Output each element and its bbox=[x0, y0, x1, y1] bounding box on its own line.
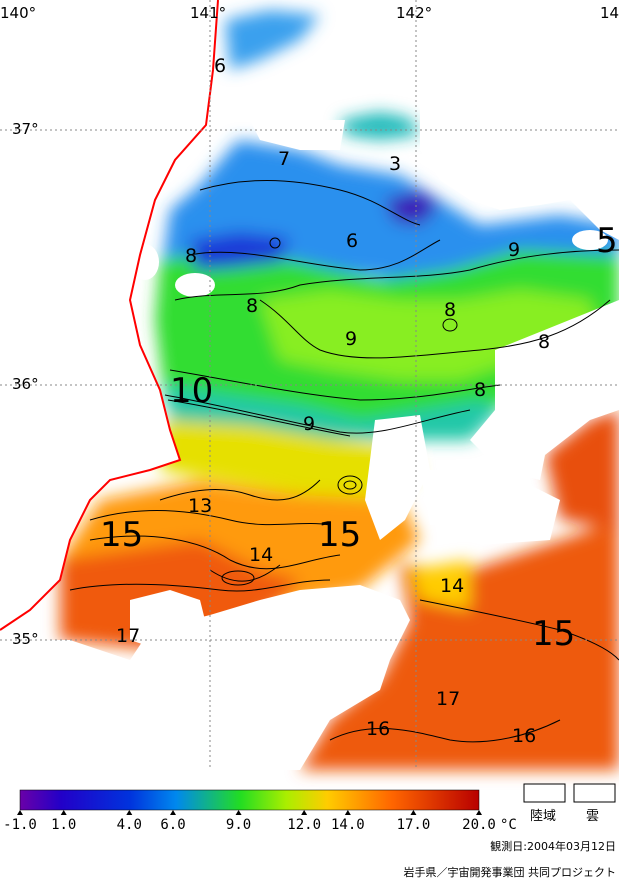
sst-red-east bbox=[300, 520, 619, 770]
lon-label-142: 142° bbox=[396, 4, 432, 22]
lon-label-141: 141° bbox=[190, 4, 226, 22]
iso-label-large: 10 bbox=[170, 371, 213, 411]
land-legend-label: 陸域 bbox=[530, 808, 556, 824]
iso-label: 17 bbox=[116, 625, 140, 647]
graticule-labels: 140° 141° 142° 14 37° 36° 35° bbox=[0, 4, 619, 648]
iso-label: 13 bbox=[188, 495, 212, 517]
sst-purple-cold bbox=[385, 190, 440, 225]
credit-line: 岩手県／宇宙開発事業団 共同プロジェクト bbox=[404, 865, 617, 879]
sst-blue-northtip bbox=[225, 10, 320, 70]
coastline bbox=[0, 0, 219, 631]
colorbar-tick-label: 1.0 bbox=[51, 817, 76, 833]
cloud-legend-swatch bbox=[573, 783, 616, 803]
iso-label: 14 bbox=[440, 575, 464, 597]
colorbar-tick-label: 17.0 bbox=[397, 817, 431, 833]
colorbar: -1.0 1.0 4.0 6.0 9.0 12.0 14.0 17.0 20.0 °C bbox=[3, 789, 517, 833]
colorbar-tick-label: 12.0 bbox=[287, 817, 321, 833]
cloud-legend-label: 雲 bbox=[586, 809, 599, 824]
observation-date: 観測日:2004年03月12日 bbox=[490, 839, 616, 853]
iso-label: 9 bbox=[345, 328, 357, 350]
sst-red-ne bbox=[545, 410, 619, 530]
graticule-lines bbox=[0, 0, 619, 770]
colorbar-tick-mark bbox=[301, 810, 308, 815]
iso-label: 3 bbox=[389, 153, 401, 175]
lat-label-35: 35° bbox=[12, 630, 39, 648]
land-legend-swatch bbox=[523, 783, 566, 803]
iso-label: 14 bbox=[249, 544, 273, 566]
colorbar-tick-mark bbox=[476, 810, 482, 815]
iso-label: 6 bbox=[214, 55, 226, 77]
colorbar-tick-mark bbox=[410, 810, 417, 815]
iso-label-large: 15 bbox=[532, 614, 575, 654]
colorbar-tick-label: 4.0 bbox=[117, 817, 142, 833]
lon-label-143: 14 bbox=[600, 4, 619, 22]
colorbar-tick-mark bbox=[17, 810, 23, 815]
sst-teal-north bbox=[340, 112, 420, 140]
isotherm-labels: 6 7 3 8 6 9 8 8 9 8 8 9 13 14 14 17 16 1… bbox=[100, 55, 618, 747]
iso-label-large: 15 bbox=[100, 515, 143, 555]
colorbar-tick-mark bbox=[126, 810, 133, 815]
colorbar-tick-mark bbox=[60, 810, 67, 815]
colorbar-tick-label: 14.0 bbox=[331, 817, 365, 833]
sst-navy-cold bbox=[190, 232, 290, 270]
colorbar-tick-mark bbox=[235, 810, 242, 815]
iso-label-large: 5 bbox=[596, 221, 618, 261]
iso-label: 17 bbox=[436, 688, 460, 710]
iso-label: 16 bbox=[366, 718, 390, 740]
legend: 陸域 雲 bbox=[523, 783, 616, 824]
iso-label: 7 bbox=[278, 148, 290, 170]
colorbar-tick-mark bbox=[170, 810, 176, 815]
colorbar-tick-mark bbox=[344, 810, 351, 815]
iso-label: 9 bbox=[303, 413, 315, 435]
iso-label: 16 bbox=[512, 725, 536, 747]
lat-label-36: 36° bbox=[12, 375, 39, 393]
lon-label-140: 140° bbox=[0, 4, 36, 22]
colorbar-tick-label: 9.0 bbox=[226, 817, 251, 833]
colorbar-unit: °C bbox=[500, 817, 517, 833]
colorbar-ticks: -1.0 1.0 4.0 6.0 9.0 12.0 14.0 17.0 20.0 bbox=[3, 810, 496, 833]
iso-label: 9 bbox=[508, 239, 520, 261]
isotherm-lines bbox=[69, 180, 619, 743]
iso-label-large: 15 bbox=[318, 515, 361, 555]
iso-label: 8 bbox=[185, 245, 197, 267]
colorbar-tick-label: -1.0 bbox=[3, 817, 37, 833]
sst-yellow-band bbox=[160, 420, 420, 500]
iso-label: 8 bbox=[538, 331, 550, 353]
cloud-mask bbox=[0, 60, 619, 770]
iso-label: 8 bbox=[246, 295, 258, 317]
sst-yellow-east bbox=[410, 560, 470, 610]
colorbar-gradient bbox=[19, 789, 480, 811]
lat-label-37: 37° bbox=[12, 120, 39, 138]
colorbar-tick-label: 6.0 bbox=[160, 817, 185, 833]
iso-label: 8 bbox=[444, 299, 456, 321]
land-mask bbox=[0, 0, 218, 630]
colorbar-tick-label: 20.0 bbox=[462, 817, 496, 833]
iso-label: 6 bbox=[346, 230, 358, 252]
iso-label: 8 bbox=[474, 379, 486, 401]
